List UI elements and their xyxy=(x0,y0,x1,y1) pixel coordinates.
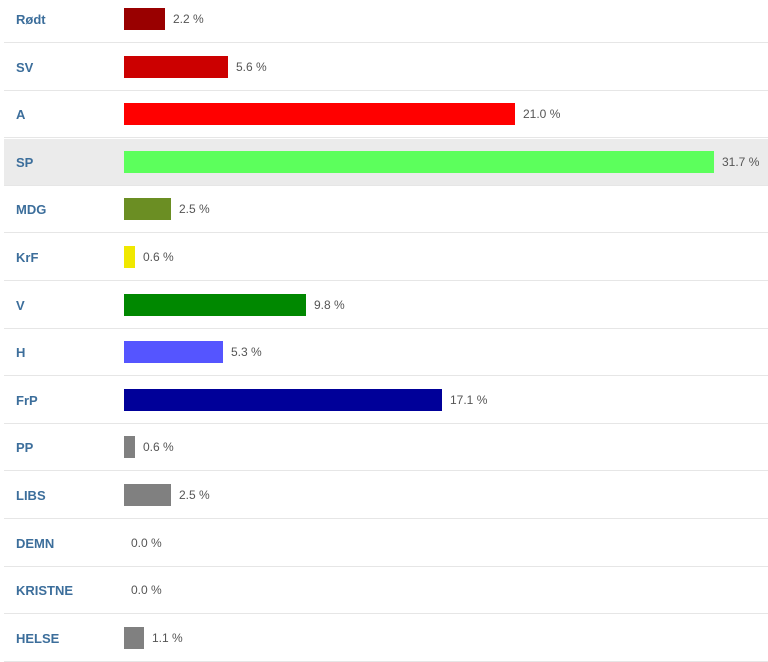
result-bar xyxy=(124,246,135,268)
party-row: DEMN 0.0 % xyxy=(4,520,768,567)
value-label: 31.7 % xyxy=(722,155,760,169)
value-label: 0.0 % xyxy=(131,583,162,597)
party-row: LIBS 2.5 % xyxy=(4,472,768,519)
value-label: 9.8 % xyxy=(314,298,345,312)
party-row: PP 0.6 % xyxy=(4,424,768,471)
result-bar xyxy=(124,56,228,78)
party-row: KRISTNE 0.0 % xyxy=(4,567,768,614)
party-row: SV 5.6 % xyxy=(4,44,768,91)
party-label: KRISTNE xyxy=(16,582,74,598)
party-label: HELSE xyxy=(16,630,60,646)
value-label: 5.3 % xyxy=(231,345,262,359)
result-bar xyxy=(124,436,135,458)
party-label: A xyxy=(16,106,26,122)
party-label: SP xyxy=(16,154,34,170)
party-label: LIBS xyxy=(16,487,46,503)
value-label: 17.1 % xyxy=(450,393,488,407)
value-label: 2.5 % xyxy=(179,202,210,216)
party-row: A 21.0 % xyxy=(4,91,768,138)
party-label: DEMN xyxy=(16,535,55,551)
value-label: 21.0 % xyxy=(523,107,561,121)
value-label: 2.2 % xyxy=(173,12,204,26)
result-bar xyxy=(124,389,442,411)
party-label: KrF xyxy=(16,249,39,265)
value-label: 5.6 % xyxy=(236,60,267,74)
result-bar xyxy=(124,627,144,649)
party-row: HELSE 1.1 % xyxy=(4,615,768,662)
result-bar xyxy=(124,484,171,506)
party-row: H 5.3 % xyxy=(4,329,768,376)
party-label: V xyxy=(16,297,25,313)
result-bar xyxy=(124,294,306,316)
result-bar xyxy=(124,198,171,220)
result-bar xyxy=(124,8,165,30)
party-row: SP 31.7 % xyxy=(4,139,768,186)
party-label: MDG xyxy=(16,201,47,217)
result-bar xyxy=(124,151,714,173)
party-row: V 9.8 % xyxy=(4,282,768,329)
value-label: 0.0 % xyxy=(131,536,162,550)
party-label: Rødt xyxy=(16,11,46,27)
party-label: PP xyxy=(16,439,34,455)
party-row: Rødt 2.2 % xyxy=(4,0,768,43)
party-row: FrP 17.1 % xyxy=(4,377,768,424)
party-row: MDG 2.5 % xyxy=(4,186,768,233)
party-label: FrP xyxy=(16,392,38,408)
result-bar xyxy=(124,103,515,125)
value-label: 0.6 % xyxy=(143,440,174,454)
party-label: H xyxy=(16,344,26,360)
value-label: 0.6 % xyxy=(143,250,174,264)
result-bar xyxy=(124,341,223,363)
value-label: 2.5 % xyxy=(179,488,210,502)
party-row: KrF 0.6 % xyxy=(4,234,768,281)
party-label: SV xyxy=(16,59,34,75)
value-label: 1.1 % xyxy=(152,631,183,645)
